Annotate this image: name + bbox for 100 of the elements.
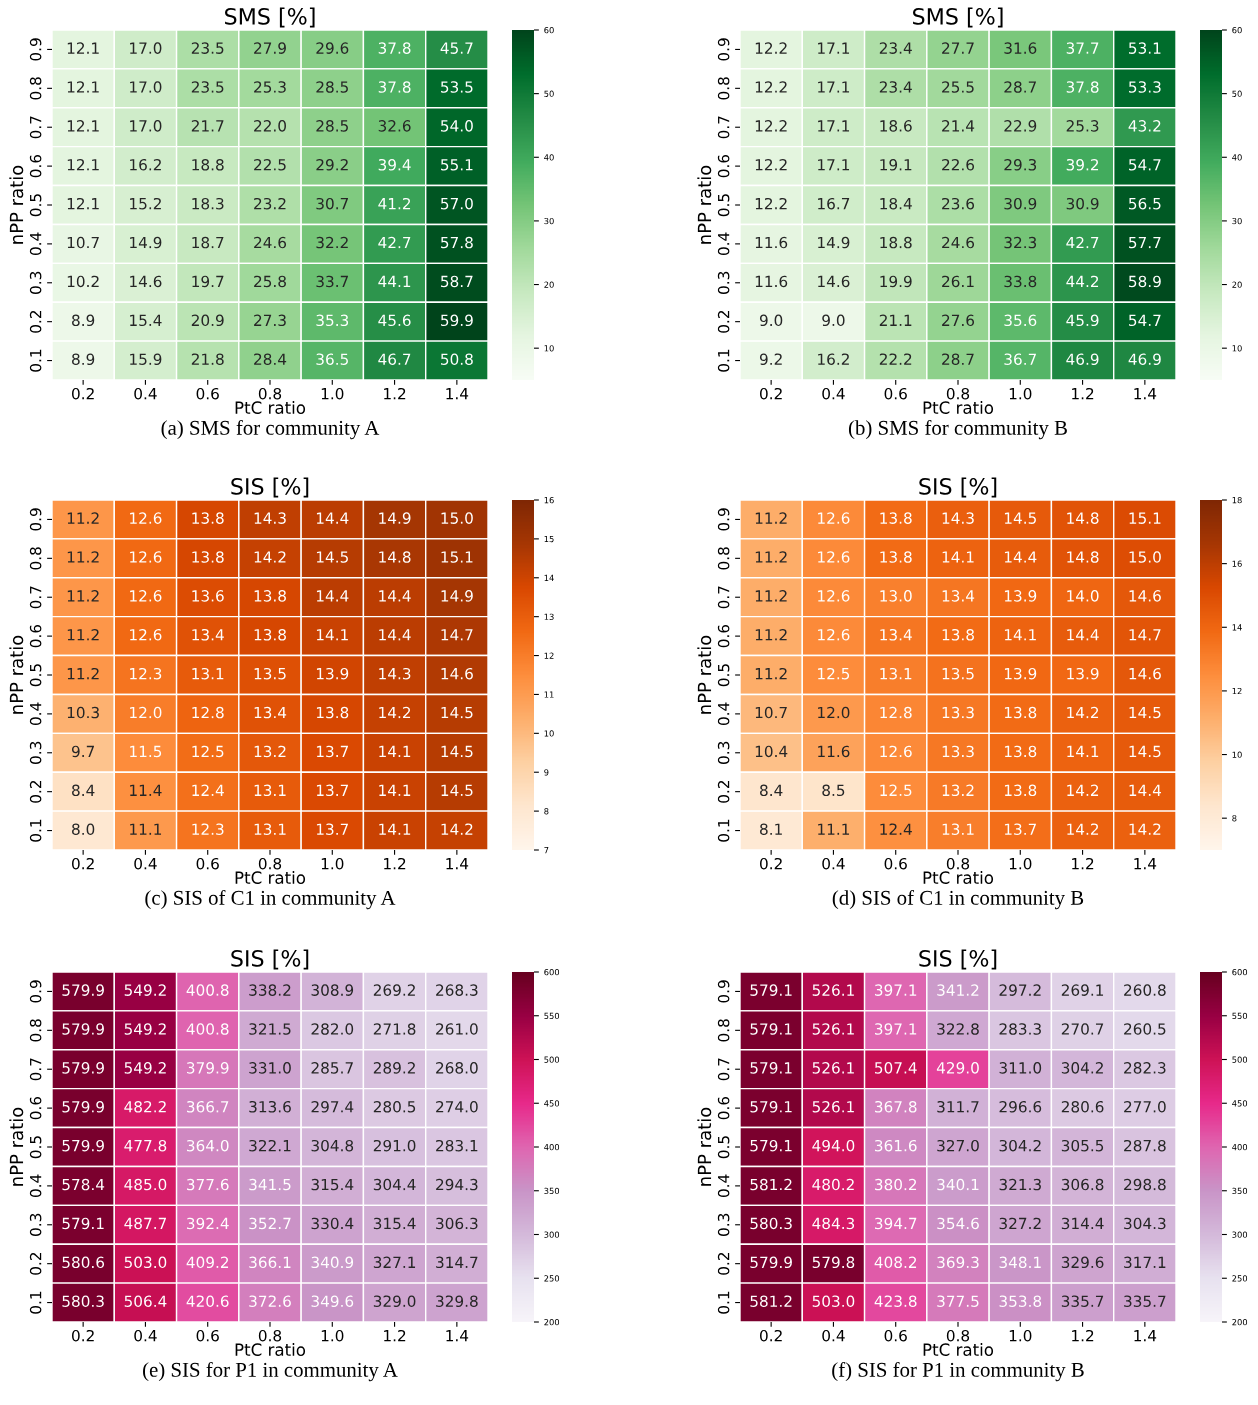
- data-label: 13.8: [880, 512, 912, 524]
- x-tick-label: 0.2: [72, 1329, 94, 1342]
- data-label: 23.4: [879, 81, 912, 93]
- data-label: 526.1: [812, 1062, 854, 1074]
- color-bar-label: 12: [544, 652, 554, 659]
- data-label: 10.3: [67, 706, 99, 719]
- data-label: 27.3: [254, 314, 286, 327]
- y-tick-label: 0.8: [717, 77, 730, 100]
- data-label: 526.1: [812, 1100, 854, 1113]
- data-label: 14.1: [379, 745, 411, 757]
- data-label: 12.6: [130, 590, 162, 602]
- x-tick-label: 0.8: [258, 857, 282, 870]
- data-label: 37.8: [1066, 81, 1099, 93]
- data-label: 14.6: [441, 667, 473, 680]
- data-label: 28.7: [942, 353, 974, 365]
- data-label: 549.2: [124, 984, 166, 996]
- data-label: 30.9: [1004, 197, 1037, 210]
- data-label: 12.6: [818, 551, 850, 563]
- y-axis-title: nPP ratio: [697, 165, 712, 244]
- data-label: 54.7: [1129, 159, 1161, 171]
- data-label: 14.9: [441, 590, 473, 602]
- color-bar-label: 450: [544, 1100, 560, 1107]
- y-tick-label: 0.6: [29, 624, 42, 648]
- data-label: 304.4: [373, 1178, 416, 1191]
- data-label: 14.6: [818, 275, 850, 288]
- data-label: 13.0: [880, 590, 912, 602]
- x-tick-label: 0.8: [258, 1329, 282, 1342]
- data-label: 22.2: [879, 353, 912, 365]
- data-label: 37.8: [378, 42, 411, 54]
- data-label: 304.8: [311, 1139, 354, 1152]
- data-label: 46.7: [378, 353, 411, 365]
- data-label: 408.2: [874, 1256, 917, 1269]
- color-bar-label: 7: [544, 847, 549, 854]
- data-label: 10.2: [67, 275, 99, 288]
- y-tick-label: 0.4: [717, 1174, 730, 1198]
- data-label: 13.7: [1004, 823, 1036, 835]
- data-label: 13.1: [942, 823, 974, 835]
- y-axis-title: nPP ratio: [9, 635, 24, 714]
- data-label: 14.6: [1129, 667, 1161, 680]
- y-tick-label: 0.8: [29, 1019, 42, 1042]
- data-label: 367.8: [875, 1100, 917, 1113]
- text: (c) SIS of C1 in community A: [145, 890, 396, 910]
- data-label: 14.1: [1067, 745, 1099, 757]
- x-tick-label: 0.6: [884, 1329, 907, 1342]
- color-bar-label: 20: [544, 281, 554, 288]
- data-label: 17.0: [130, 81, 162, 93]
- data-label: 11.2: [755, 512, 787, 524]
- y-tick-label: 0.7: [717, 116, 730, 139]
- data-label: 21.8: [191, 353, 224, 365]
- color-bar-label: 40: [544, 154, 554, 161]
- data-label: 18.8: [192, 158, 224, 171]
- color-bar-label: 600: [1232, 968, 1248, 976]
- color-bar-label: 200: [1232, 1318, 1248, 1326]
- data-label: 14.5: [316, 551, 348, 563]
- data-label: 271.8: [373, 1023, 416, 1035]
- color-bar-label: 9: [544, 769, 549, 776]
- y-tick-label: 0.3: [717, 271, 730, 294]
- data-label: 24.6: [942, 236, 975, 249]
- chart-title: SIS [%]: [231, 477, 309, 498]
- data-label: 13.8: [1004, 745, 1037, 758]
- y-tick-label: 0.7: [29, 116, 42, 139]
- data-label: 9.2: [759, 353, 782, 365]
- data-label: 15.1: [1129, 512, 1161, 524]
- data-label: 8.9: [72, 353, 95, 365]
- data-label: 13.9: [316, 667, 349, 680]
- data-label: 8.4: [72, 784, 95, 797]
- data-label: 306.8: [1061, 1178, 1104, 1191]
- data-label: 494.0: [812, 1139, 855, 1152]
- data-label: 477.8: [124, 1139, 167, 1152]
- data-label: 54.7: [1129, 314, 1161, 327]
- data-label: 269.2: [373, 984, 415, 996]
- data-label: 13.5: [254, 667, 286, 680]
- data-label: 400.8: [186, 1023, 229, 1035]
- data-label: 14.6: [1129, 590, 1161, 602]
- x-tick-label: 0.6: [884, 387, 907, 400]
- data-label: 21.1: [879, 314, 912, 326]
- data-label: 369.3: [937, 1256, 979, 1269]
- data-label: 15.4: [130, 314, 162, 327]
- data-label: 306.3: [436, 1217, 478, 1230]
- data-label: 14.4: [316, 512, 349, 524]
- data-label: 579.9: [62, 1062, 104, 1074]
- x-tick-label: 0.4: [134, 387, 157, 400]
- data-label: 15.9: [130, 353, 162, 365]
- data-label: 487.7: [124, 1217, 166, 1230]
- y-tick-label: 0.2: [29, 781, 42, 803]
- y-tick-label: 0.6: [29, 1096, 42, 1120]
- x-tick-label: 0.6: [884, 857, 907, 870]
- y-tick-label: 0.4: [717, 702, 730, 726]
- x-axis-title: PtC ratio: [923, 1343, 994, 1356]
- data-label: 13.8: [880, 551, 912, 563]
- color-bar-label: 30: [544, 217, 554, 225]
- data-label: 22.0: [254, 120, 286, 132]
- data-label: 11.2: [755, 590, 787, 602]
- data-label: 11.2: [67, 628, 99, 641]
- data-label: 11.2: [67, 667, 99, 680]
- data-label: 581.2: [750, 1295, 792, 1307]
- data-label: 579.8: [812, 1256, 855, 1269]
- color-bar-label: 16: [544, 496, 554, 504]
- color-bar-label: 550: [1232, 1012, 1248, 1020]
- data-label: 18.6: [880, 120, 912, 132]
